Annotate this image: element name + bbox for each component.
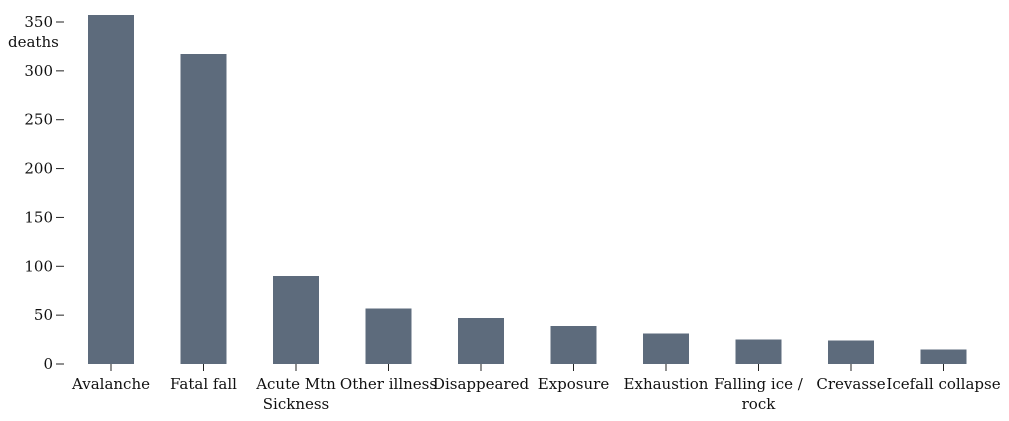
bars-group (88, 15, 967, 364)
y-tick-label: 300 (24, 62, 53, 80)
x-tick-label-line: Other illness (340, 375, 437, 393)
bar-3 (365, 308, 412, 364)
bar-8 (828, 340, 874, 364)
x-tick-label-line: Fatal fall (170, 375, 237, 393)
x-tick-label: Crevasse (816, 375, 885, 393)
x-tick-label: Fatal fall (170, 375, 237, 393)
x-axis: Avalanche Fatal fall Acute Mtn Sickness Othe… (71, 364, 1001, 413)
x-tick-label: Exhaustion (624, 375, 709, 393)
bar-0 (88, 15, 134, 364)
bar-7 (735, 339, 782, 364)
y-axis-unit-label: deaths (8, 33, 59, 51)
x-tick-label: Other illness (340, 375, 437, 393)
bar-6 (643, 333, 689, 364)
y-tick-label: 150 (24, 208, 53, 226)
x-tick-label-line: Acute Mtn (255, 375, 336, 393)
x-tick-label: Exposure (538, 375, 610, 393)
bar-2 (273, 276, 319, 364)
y-axis: 0 50 100 150 200 250 300 350 (24, 13, 64, 373)
x-tick-label: Avalanche (71, 375, 150, 393)
x-tick-label-line: Crevasse (816, 375, 885, 393)
x-tick-label: Disappeared (433, 375, 530, 393)
y-tick-label: 250 (24, 111, 53, 129)
bar-5 (550, 325, 597, 364)
x-tick-label-line: Avalanche (71, 375, 150, 393)
x-tick-label: Falling ice / rock (714, 375, 804, 413)
x-tick-label-line: Icefall collapse (886, 375, 1000, 393)
x-tick-label-line: Sickness (263, 395, 330, 413)
bar-9 (920, 349, 967, 364)
y-tick-label: 50 (34, 306, 53, 324)
x-tick-label-line: Disappeared (433, 375, 530, 393)
y-tick-label: 0 (43, 355, 53, 373)
x-tick-label: Acute Mtn Sickness (255, 375, 336, 413)
x-tick-label-line: Exhaustion (624, 375, 709, 393)
x-tick-label: Icefall collapse (886, 375, 1000, 393)
x-tick-label-line: Exposure (538, 375, 610, 393)
y-tick-label: 100 (24, 257, 53, 275)
x-tick-label-line: Falling ice / (714, 375, 804, 393)
y-tick-label: 200 (24, 160, 53, 178)
bar-1 (180, 54, 227, 364)
y-tick-label: 350 (24, 13, 53, 31)
bar-4 (458, 318, 504, 364)
x-tick-label-line: rock (742, 395, 777, 413)
